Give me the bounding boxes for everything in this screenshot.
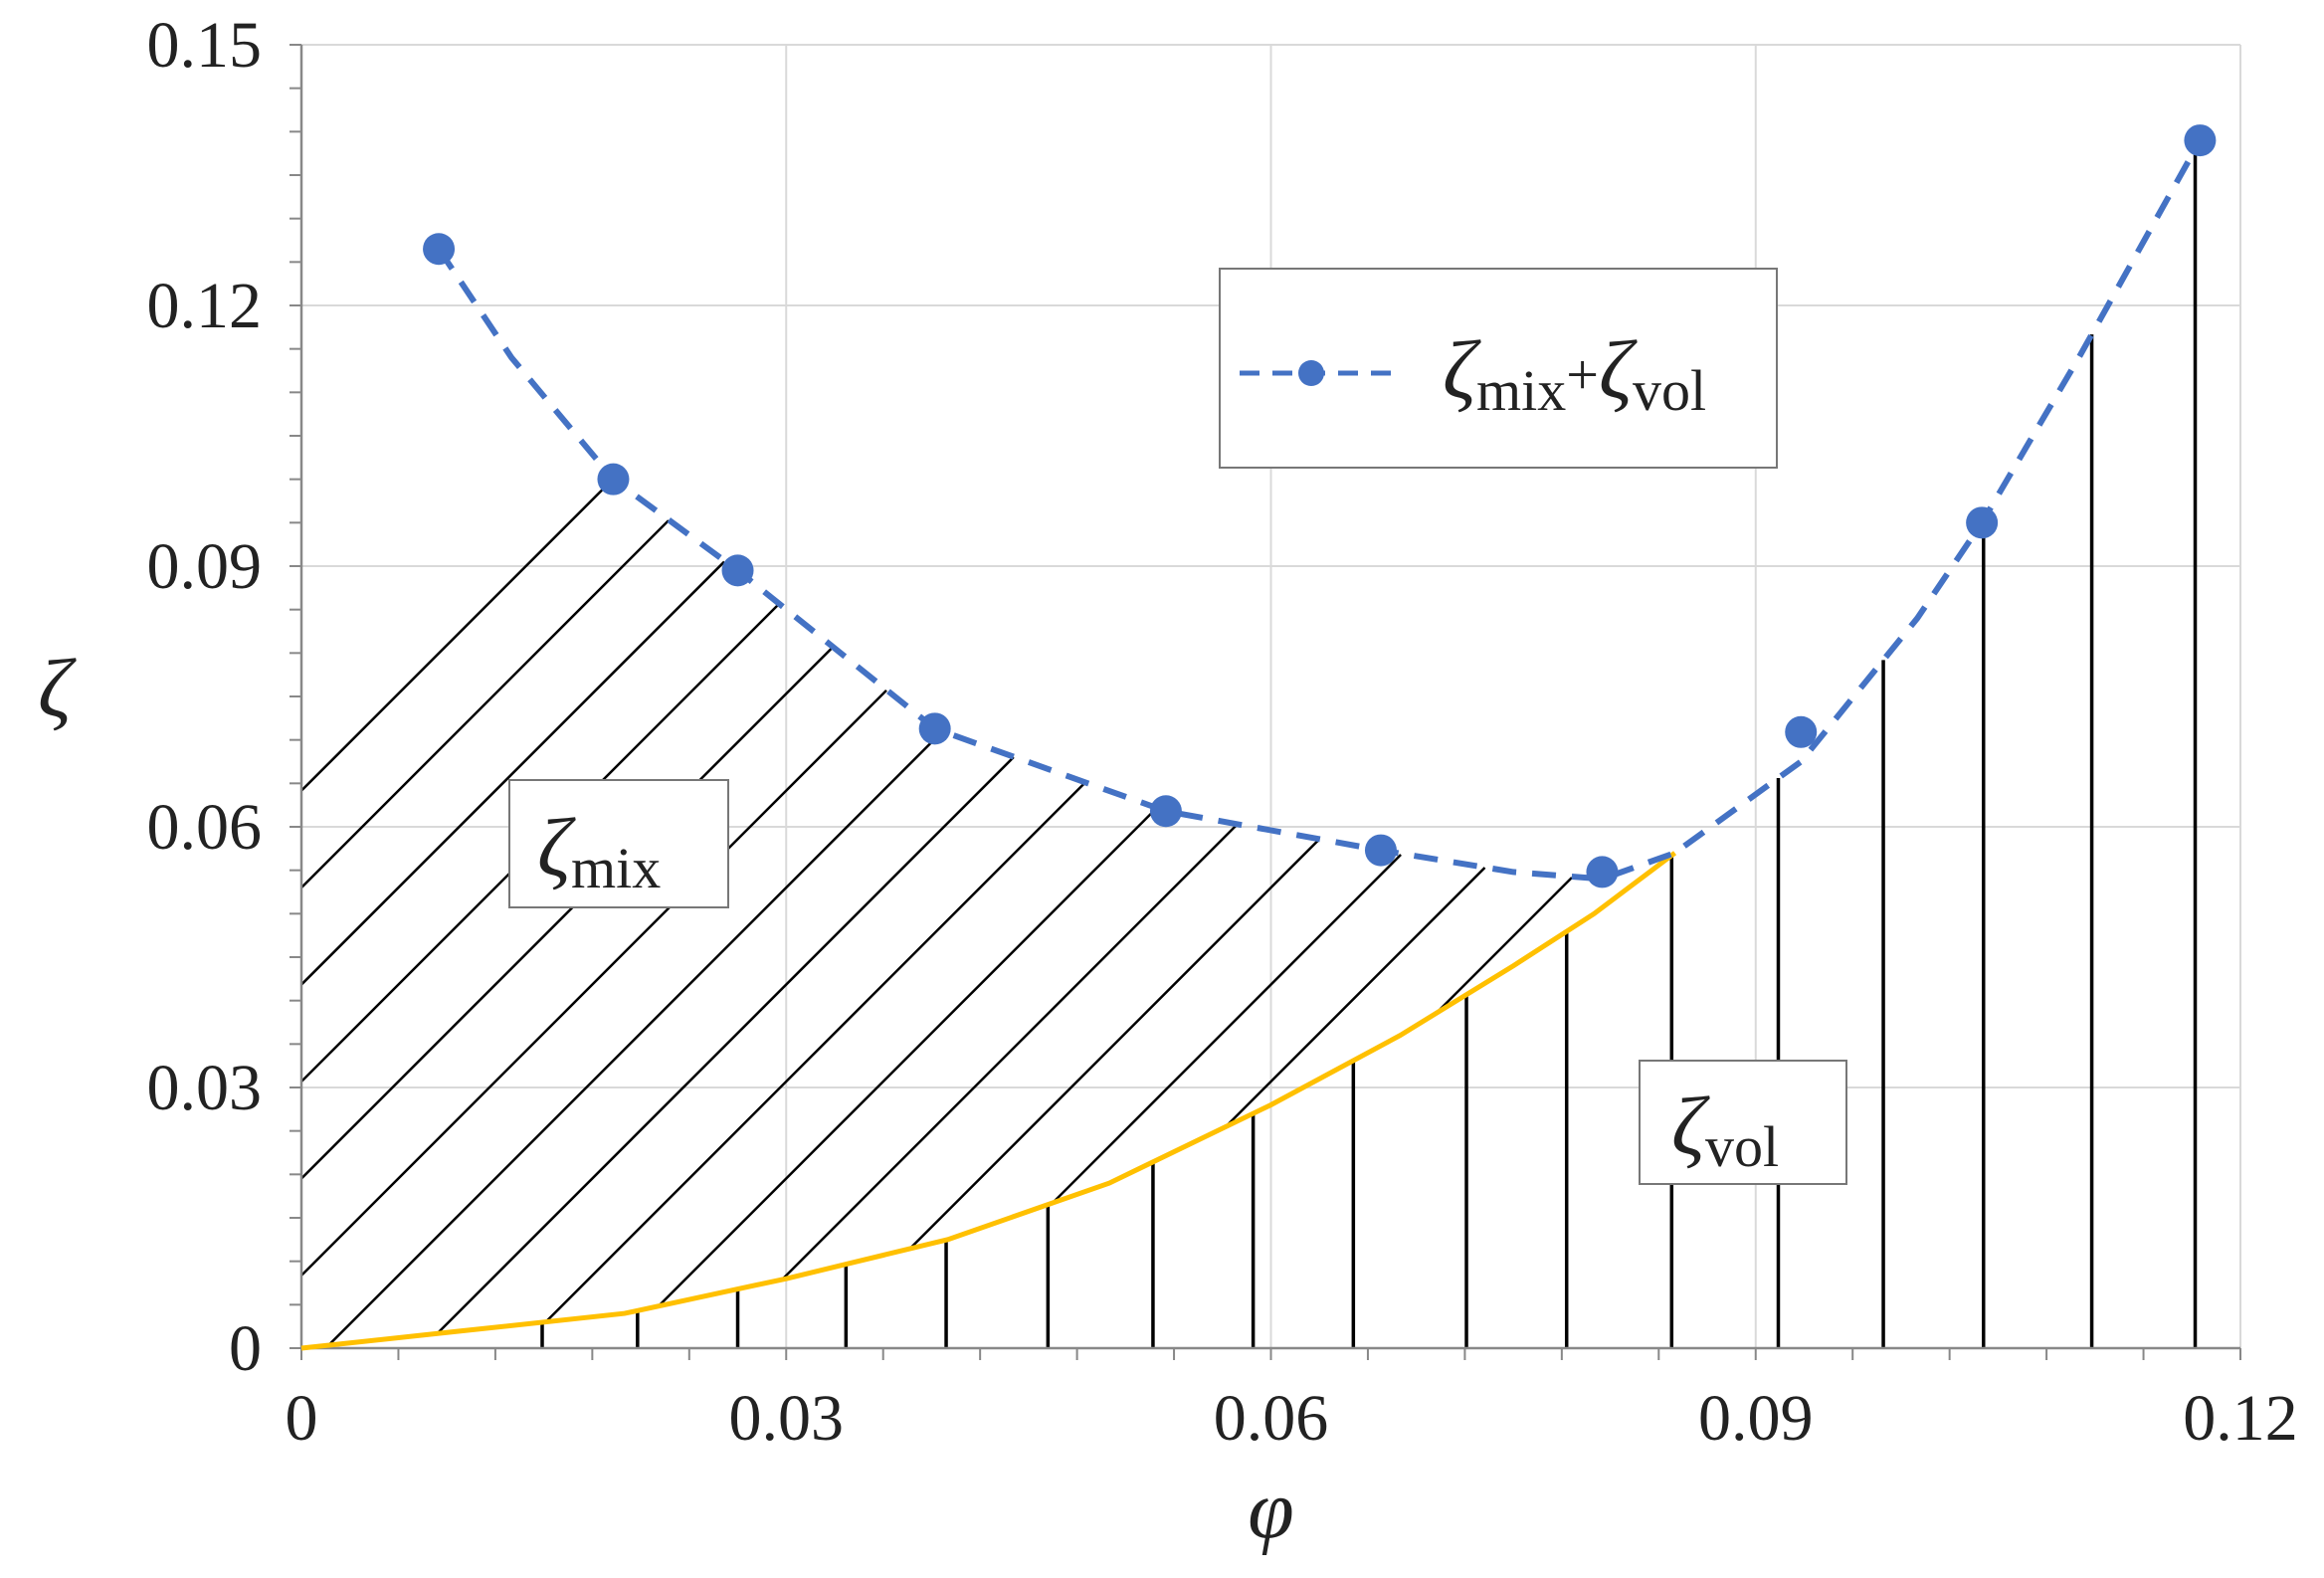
hatch-lines	[300, 148, 2198, 1348]
data-point	[1149, 795, 1182, 828]
x-tick-label: 0	[286, 1382, 318, 1455]
hatch-diagonal	[300, 560, 725, 986]
legend-label: ζmix+ζvol	[1443, 324, 1706, 423]
tick-labels: 0 0.03 0.06 0.09 0.12 0 0.03 0.06 0.09 0.12 0.15	[147, 9, 2298, 1455]
hatch-diagonal	[327, 731, 943, 1346]
data-point	[1966, 506, 1999, 539]
data-point	[597, 463, 630, 495]
y-tick-label: 0.15	[147, 9, 263, 82]
y-tick-label: 0.09	[147, 530, 263, 603]
hatch-diagonal	[300, 646, 834, 1180]
annotation-zeta-vol: ζvol	[1639, 1060, 1847, 1185]
data-point	[1586, 856, 1619, 888]
legend-marker	[1298, 360, 1324, 386]
y-tick-label: 0	[229, 1312, 262, 1385]
y-tick-label: 0.03	[147, 1052, 263, 1124]
x-tick-label: 0.03	[729, 1382, 845, 1455]
hatch-diagonal	[658, 807, 1158, 1306]
data-point	[423, 233, 456, 266]
hatch-diagonal	[436, 756, 1015, 1334]
legend: ζmix+ζvol	[1219, 268, 1778, 469]
y-tick-label: 0.06	[147, 791, 263, 864]
x-tick-label: 0.12	[2183, 1382, 2298, 1455]
hatch-diagonal	[300, 478, 614, 792]
data-point	[721, 554, 754, 587]
hatch-diagonal	[781, 824, 1239, 1281]
annotation-zeta-mix-text: ζmix	[537, 802, 661, 900]
annotation-zeta-mix: ζmix	[508, 779, 729, 908]
series-zeta-vol-line	[300, 851, 1677, 1351]
data-point	[2184, 124, 2217, 157]
axes	[290, 44, 2241, 1360]
x-axis-title: φ	[1248, 1464, 1293, 1556]
hatch-diagonal	[1053, 854, 1402, 1203]
hatch-diagonal	[1436, 877, 1573, 1014]
hatch-diagonal	[300, 519, 670, 888]
hatch-diagonal	[300, 690, 887, 1277]
data-point	[1785, 715, 1818, 748]
hatch-diagonal	[908, 839, 1320, 1250]
series-total-line	[436, 138, 2204, 883]
y-tick-label: 0.12	[147, 270, 263, 342]
hatch-diagonal	[1225, 867, 1486, 1127]
data-point	[918, 712, 951, 745]
data-point	[1364, 834, 1397, 867]
annotation-zeta-vol-text: ζvol	[1671, 1081, 1779, 1179]
y-axis-title: ζ	[38, 643, 77, 735]
x-tick-label: 0.06	[1214, 1382, 1329, 1455]
series-layer	[300, 124, 2217, 1351]
x-tick-label: 0.09	[1698, 1382, 1814, 1455]
gridlines	[300, 44, 2241, 1349]
hatch-diagonal	[545, 782, 1086, 1322]
